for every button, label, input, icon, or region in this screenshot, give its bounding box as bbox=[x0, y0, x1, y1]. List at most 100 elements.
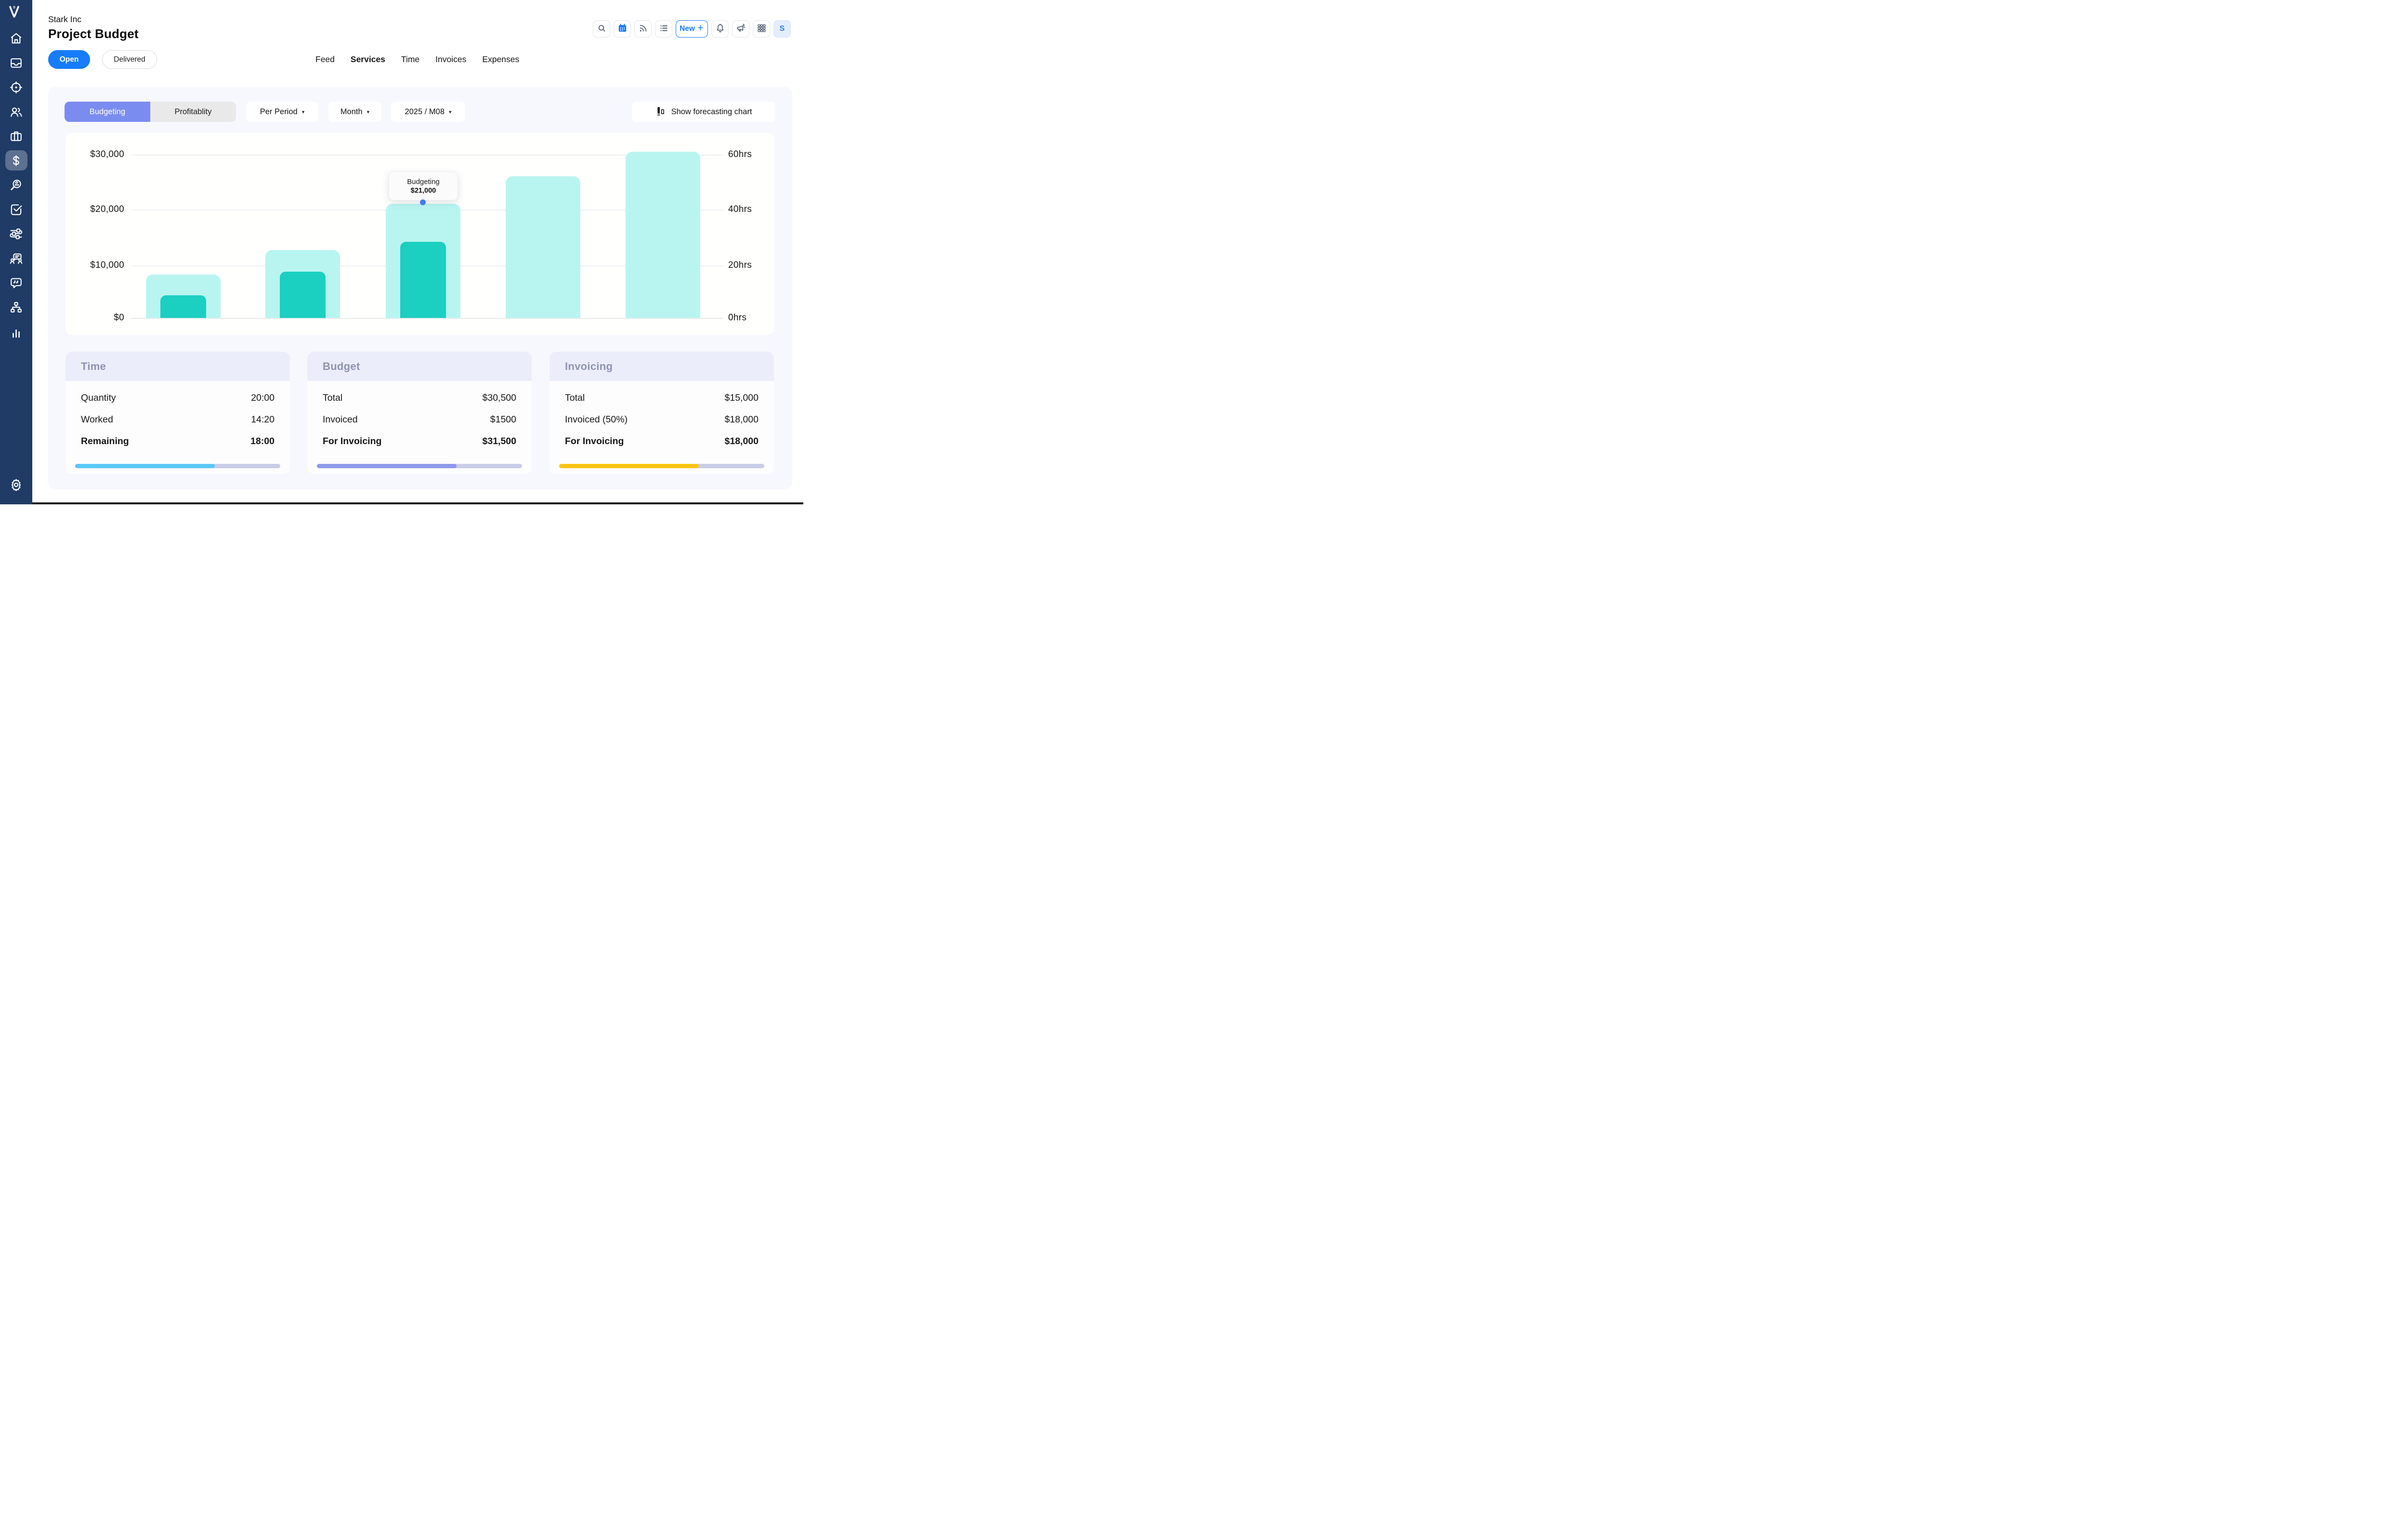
inbox-icon bbox=[9, 56, 23, 70]
search-icon bbox=[597, 23, 607, 35]
sidebar-item-analytics[interactable] bbox=[5, 175, 27, 195]
app-logo-icon[interactable] bbox=[7, 5, 26, 23]
toggle-budgeting[interactable]: Budgeting bbox=[65, 102, 150, 122]
task-list-button[interactable] bbox=[655, 20, 672, 38]
progress-fill bbox=[317, 464, 457, 468]
sidebar-item-workflow[interactable] bbox=[5, 224, 27, 244]
chevron-down-icon: ▾ bbox=[366, 109, 370, 115]
sidebar-item-reports[interactable] bbox=[5, 322, 27, 342]
sidebar-item-people[interactable] bbox=[5, 102, 27, 122]
view-toggle: Budgeting Profitablity bbox=[65, 102, 236, 122]
apps-grid-button[interactable] bbox=[753, 20, 770, 38]
tasks-icon bbox=[9, 202, 23, 216]
megaphone-icon bbox=[736, 23, 746, 35]
month-dropdown[interactable]: Month ▾ bbox=[328, 102, 381, 122]
sidebar-item-budget[interactable] bbox=[5, 150, 27, 171]
status-open-button[interactable]: Open bbox=[48, 50, 90, 69]
forecast-chart-icon bbox=[655, 105, 666, 118]
bell-icon bbox=[715, 23, 725, 35]
tab-expenses[interactable]: Expenses bbox=[482, 54, 520, 64]
budget-card-header: Budget bbox=[307, 352, 532, 381]
sidebar-item-inbox[interactable] bbox=[5, 53, 27, 73]
table-row: Total $15,000 bbox=[565, 392, 759, 403]
card-title: Invoicing bbox=[565, 360, 613, 372]
sidebar-item-briefcase[interactable] bbox=[5, 126, 27, 146]
comments-icon bbox=[9, 276, 23, 290]
apps-grid-icon bbox=[757, 23, 767, 35]
workflow-icon bbox=[9, 227, 23, 241]
time-card-header: Time bbox=[65, 352, 290, 381]
actual-bar-3[interactable] bbox=[400, 242, 446, 318]
budget-bar-4[interactable] bbox=[505, 176, 580, 318]
sidebar-item-target[interactable] bbox=[5, 77, 27, 97]
actual-bar-1[interactable] bbox=[160, 295, 206, 318]
y-axis-right-tick: 60hrs bbox=[728, 149, 752, 159]
people-icon bbox=[9, 105, 23, 119]
y-axis-left-tick: $30,000 bbox=[90, 149, 124, 159]
sidebar-item-org-chart[interactable] bbox=[5, 297, 27, 317]
y-axis-left-tick: $0 bbox=[114, 313, 124, 323]
tooltip-marker bbox=[420, 199, 426, 205]
gear-icon bbox=[9, 478, 23, 492]
tab-invoices[interactable]: Invoices bbox=[435, 54, 467, 64]
chevron-down-icon: ▾ bbox=[449, 109, 452, 115]
status-delivered-button[interactable]: Delivered bbox=[102, 50, 157, 69]
per-period-value: Per Period bbox=[260, 107, 298, 116]
budget-panel: Budgeting Profitablity Per Period ▾ Month… bbox=[48, 87, 792, 489]
calendar-icon bbox=[617, 23, 628, 35]
page-title: Project Budget bbox=[48, 26, 139, 41]
announcements-button[interactable] bbox=[732, 20, 749, 38]
table-row: Invoiced (50%) $18,000 bbox=[565, 414, 759, 425]
period-value: 2025 / M08 bbox=[405, 107, 445, 116]
sidebar-item-comments[interactable] bbox=[5, 273, 27, 293]
table-row: Invoiced $1500 bbox=[323, 414, 516, 425]
new-button[interactable]: New bbox=[676, 20, 708, 38]
y-axis-left-tick: $10,000 bbox=[90, 260, 124, 270]
per-period-dropdown[interactable]: Per Period ▾ bbox=[246, 102, 318, 122]
toggle-profitablity[interactable]: Profitablity bbox=[150, 102, 236, 122]
time-card: Time Quantity 20:00 Worked 14:20 Remaining… bbox=[65, 352, 290, 474]
gridline bbox=[131, 155, 723, 156]
search-button[interactable] bbox=[593, 20, 610, 38]
sidebar-item-tasks[interactable] bbox=[5, 199, 27, 219]
chart-card: $30,000 $20,000 $10,000 $0 60hrs 40hrs 2… bbox=[65, 133, 774, 335]
card-title: Time bbox=[81, 360, 106, 372]
calendar-button[interactable] bbox=[614, 20, 631, 38]
tab-services[interactable]: Services bbox=[350, 54, 385, 64]
progress-fill bbox=[559, 464, 699, 468]
bar-chart-icon bbox=[9, 326, 23, 340]
tab-feed[interactable]: Feed bbox=[315, 54, 335, 64]
section-tabs: Feed Services Time Invoices Expenses bbox=[315, 50, 519, 69]
y-axis-right-tick: 20hrs bbox=[728, 260, 752, 270]
app-window: Stark Inc Project Budget Open Delivered … bbox=[0, 0, 803, 504]
table-row: Quantity 20:00 bbox=[81, 392, 275, 403]
analytics-icon bbox=[9, 178, 23, 192]
invoicing-card: Invoicing Total $15,000 Invoiced (50%) $18… bbox=[550, 352, 774, 474]
avatar[interactable]: S bbox=[773, 20, 791, 38]
sidebar-item-meeting[interactable] bbox=[5, 249, 27, 269]
sidebar-item-settings[interactable] bbox=[5, 474, 27, 495]
tab-time[interactable]: Time bbox=[401, 54, 420, 64]
show-forecasting-chart-button[interactable]: Show forecasting chart bbox=[632, 102, 775, 122]
meeting-icon bbox=[9, 252, 23, 266]
briefcase-icon bbox=[9, 129, 23, 143]
rss-icon bbox=[638, 23, 648, 35]
chart-tooltip: Budgeting $21,000 bbox=[389, 171, 458, 200]
sidebar-item-home[interactable] bbox=[5, 28, 27, 48]
table-row: Total $30,500 bbox=[323, 392, 516, 403]
budget-bar-5[interactable] bbox=[625, 152, 700, 318]
feed-button[interactable] bbox=[634, 20, 652, 38]
table-row: Worked 14:20 bbox=[81, 414, 275, 425]
progress-fill bbox=[75, 464, 215, 468]
company-name: Stark Inc bbox=[48, 14, 82, 24]
y-axis-left-tick: $20,000 bbox=[90, 204, 124, 214]
budget-card: Budget Total $30,500 Invoiced $1500 For In… bbox=[307, 352, 532, 474]
period-value-dropdown[interactable]: 2025 / M08 ▾ bbox=[391, 102, 465, 122]
notifications-button[interactable] bbox=[711, 20, 729, 38]
new-button-label: New bbox=[680, 25, 695, 33]
table-row: Remaining 18:00 bbox=[81, 435, 275, 447]
actual-bar-2[interactable] bbox=[279, 272, 326, 318]
table-row: For Invoicing $31,500 bbox=[323, 435, 516, 447]
list-icon bbox=[659, 23, 669, 35]
time-progress-bar bbox=[75, 464, 280, 468]
